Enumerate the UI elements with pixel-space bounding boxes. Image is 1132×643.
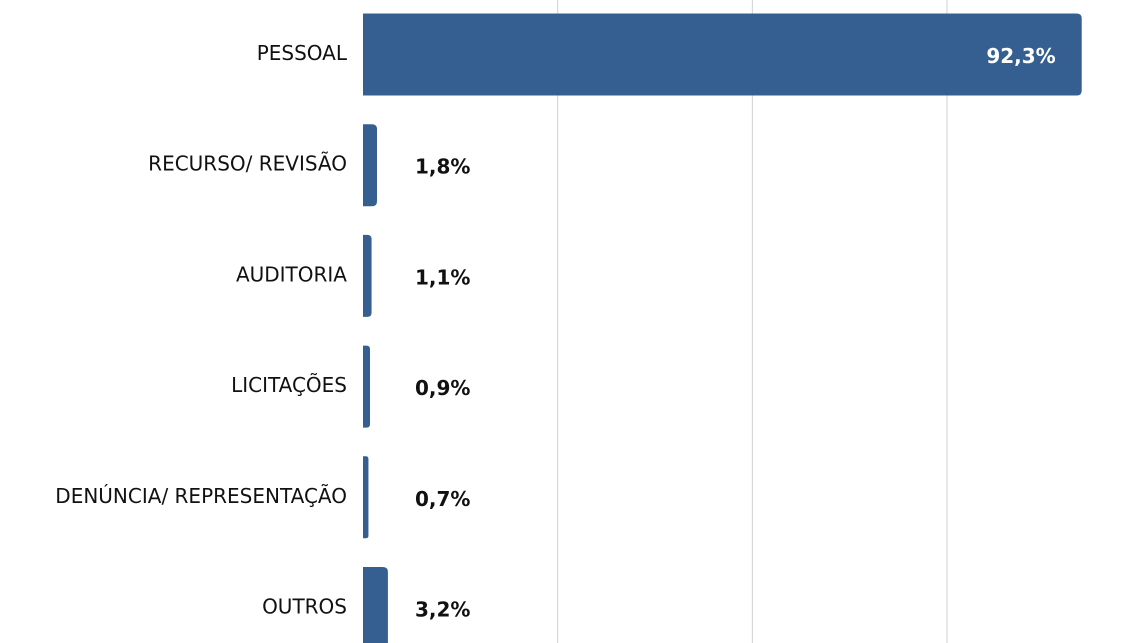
bar <box>363 345 371 428</box>
value-label: 3,2% <box>415 598 470 622</box>
bar <box>363 13 1082 96</box>
bar <box>363 234 372 317</box>
bar <box>363 124 378 207</box>
value-label: 1,1% <box>415 265 470 289</box>
bar <box>363 567 388 643</box>
value-label: 0,9% <box>415 376 470 400</box>
category-label: LICITAÇÕES <box>231 373 347 397</box>
category-label: AUDITORIA <box>236 262 347 286</box>
value-label: 92,3% <box>986 44 1055 68</box>
bar <box>363 456 369 539</box>
value-label: 0,7% <box>415 487 470 511</box>
category-label: PESSOAL <box>257 41 348 65</box>
category-label: OUTROS <box>262 595 347 619</box>
category-label: DENÚNCIA/ REPRESENTAÇÃO <box>55 484 347 508</box>
value-label: 1,8% <box>415 155 470 179</box>
category-label: RECURSO/ REVISÃO <box>148 152 347 176</box>
